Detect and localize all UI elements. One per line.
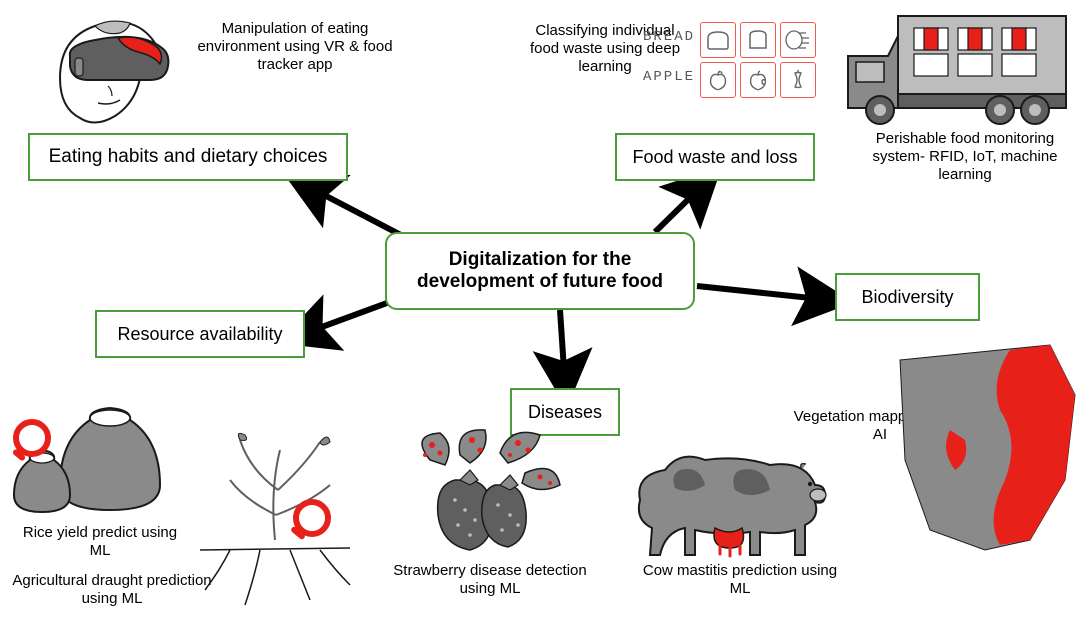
node-label: Food waste and loss bbox=[632, 147, 797, 168]
vegetation-map-illustration bbox=[890, 340, 1080, 555]
bread-slice-icon bbox=[740, 22, 776, 58]
rice-bags-illustration bbox=[10, 390, 200, 520]
infographic-canvas: Digitalization for the development of fu… bbox=[0, 0, 1084, 619]
node-label: Eating habits and dietary choices bbox=[49, 146, 328, 168]
central-node: Digitalization for the development of fu… bbox=[385, 232, 695, 310]
bread-sliced-icon bbox=[780, 22, 816, 58]
strawberry-caption: Strawberry disease detection using ML bbox=[390, 562, 590, 598]
cow-caption: Cow mastitis prediction using ML bbox=[640, 562, 840, 598]
truck-caption: Perishable food monitoring system- RFID,… bbox=[850, 130, 1080, 184]
node-resource: Resource availability bbox=[95, 310, 305, 358]
food-waste-grid bbox=[700, 22, 816, 98]
bread-loaf-icon bbox=[700, 22, 736, 58]
node-eating-habits: Eating habits and dietary choices bbox=[28, 133, 348, 181]
cow-illustration bbox=[620, 440, 830, 565]
grid-label-bread: BREAD bbox=[643, 29, 695, 45]
central-node-label: Digitalization for the development of fu… bbox=[399, 249, 681, 293]
apple-whole-icon bbox=[700, 62, 736, 98]
apple-bitten-icon bbox=[740, 62, 776, 98]
strawberry-illustration bbox=[400, 425, 570, 560]
grid-label-apple: APPLE bbox=[643, 69, 695, 85]
riceyield-caption: Rice yield predict using ML bbox=[20, 524, 180, 560]
node-label: Resource availability bbox=[117, 324, 282, 345]
node-food-waste: Food waste and loss bbox=[615, 133, 815, 181]
node-label: Diseases bbox=[528, 402, 602, 423]
vr-caption: Manipulation of eating environment using… bbox=[180, 20, 410, 74]
node-biodiversity: Biodiversity bbox=[835, 273, 980, 321]
apple-core-icon bbox=[780, 62, 816, 98]
node-label: Biodiversity bbox=[861, 287, 953, 308]
vr-head-illustration bbox=[40, 8, 180, 128]
drought-plant-illustration bbox=[190, 430, 360, 610]
drought-caption: Agricultural draught prediction using ML bbox=[12, 572, 212, 608]
truck-illustration bbox=[840, 6, 1072, 128]
